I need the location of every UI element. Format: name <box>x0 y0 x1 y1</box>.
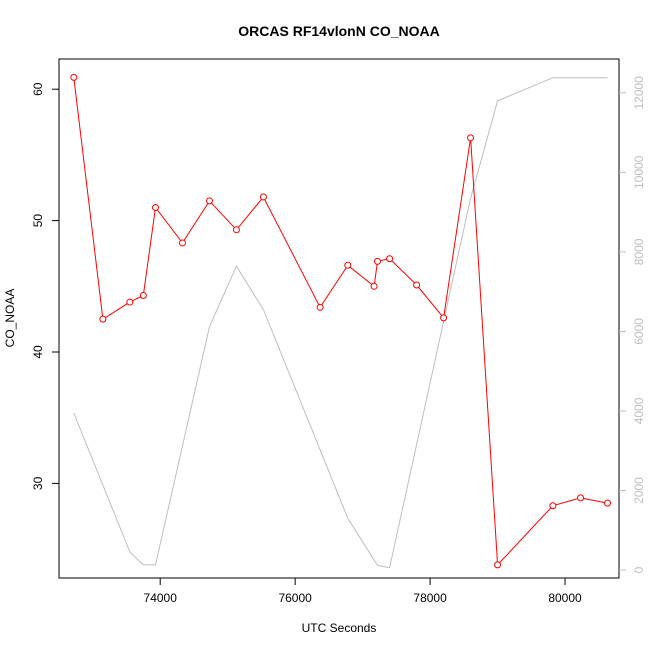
co-data-point <box>259 193 267 201</box>
co-data-point <box>205 197 213 205</box>
co-data-point <box>151 203 159 211</box>
y-axis-label: CO_NOAA <box>3 289 17 348</box>
co-data-point <box>440 314 448 322</box>
co-data-point <box>99 315 107 323</box>
x-tick-label: 80000 <box>548 591 582 605</box>
y-tick-label: 30 <box>31 476 45 490</box>
chart-title: ORCAS RF14vlonN CO_NOAA <box>238 23 439 39</box>
co-data-point <box>467 134 475 142</box>
co-data-point <box>316 303 324 311</box>
co-data-point <box>139 292 147 300</box>
co-data-point <box>70 73 78 81</box>
co-data-point <box>494 561 502 569</box>
co-data-point <box>126 298 134 306</box>
right-y-tick-label: 2000 <box>632 477 646 504</box>
right-y-tick-label: 4000 <box>632 397 646 424</box>
co-data-point <box>232 226 240 234</box>
co-data-point <box>413 281 421 289</box>
series-layer <box>70 73 612 569</box>
co-data-point <box>370 282 378 290</box>
co-data-point <box>604 499 612 507</box>
co-data-point <box>577 494 585 502</box>
x-tick-label: 78000 <box>413 591 447 605</box>
co-data-point <box>549 502 557 510</box>
right-y-tick-label: 6000 <box>632 318 646 345</box>
right-axis-series-line <box>73 77 608 569</box>
plot-frame <box>58 58 620 579</box>
co-data-point <box>344 261 352 269</box>
x-axis-label: UTC Seconds <box>302 621 377 635</box>
co-data-point <box>178 239 186 247</box>
co-data-point <box>386 255 394 263</box>
y-tick-label: 60 <box>31 82 45 96</box>
co-data-point <box>373 257 381 265</box>
x-tick-label: 76000 <box>278 591 312 605</box>
y-tick-label: 50 <box>31 214 45 228</box>
co-series-line <box>73 77 608 567</box>
x-axis-ticks: 74000 76000 78000 80000 <box>144 578 582 605</box>
y-axis-ticks: 30 40 50 60 <box>31 82 59 490</box>
right-y-tick-label: 0 <box>632 566 646 573</box>
right-y-tick-label: 10000 <box>632 155 646 189</box>
right-y-axis-ticks: 0 2000 4000 6000 8000 10000 12000 <box>619 76 646 573</box>
right-y-tick-label: 8000 <box>632 238 646 265</box>
y-tick-label: 40 <box>31 345 45 359</box>
x-tick-label: 74000 <box>144 591 178 605</box>
right-y-tick-label: 12000 <box>632 76 646 110</box>
